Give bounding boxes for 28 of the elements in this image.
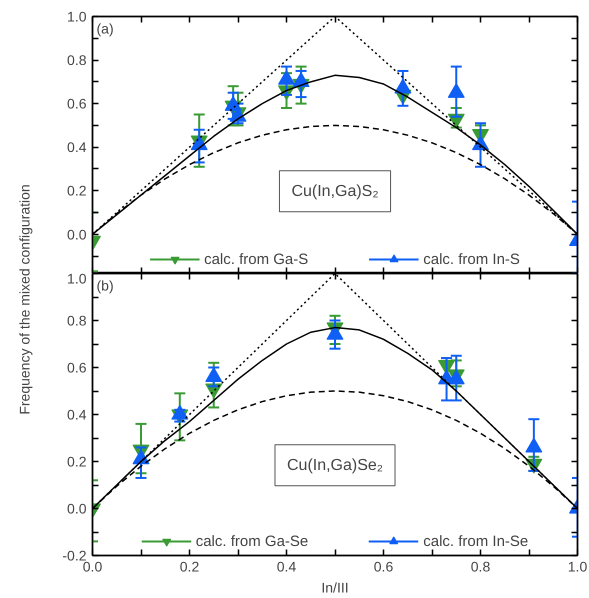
y-tick-label: 0.0 (67, 226, 87, 242)
y-tick-label: 0.0 (67, 500, 87, 516)
x-tick-label: 1.0 (568, 558, 588, 574)
y-tick-label: 0.4 (67, 406, 87, 422)
legend-label: calc. from Ga-S (204, 250, 308, 268)
y-tick-label: 0.2 (67, 182, 87, 199)
y-tick-label: 0.8 (67, 312, 87, 328)
y-axis-title: Frequency of the mixed configuration (16, 184, 32, 415)
annotation: Cu(In,Ga)Se₂ (286, 456, 384, 474)
y-tick-label: 0.4 (67, 139, 87, 156)
y-tick-label: 0.2 (67, 454, 87, 470)
legend-label: calc. from In-S (423, 250, 520, 268)
chart-title: (b) (96, 278, 114, 294)
x-tick-label: 0.0 (82, 558, 102, 574)
y-tick-label: 0.6 (67, 360, 87, 376)
legend-label: calc. from Ga-Se (196, 532, 308, 550)
x-tick-label: 0.6 (374, 558, 394, 574)
chart-title: (a) (96, 20, 114, 36)
y-tick-label: 1.0 (67, 270, 87, 286)
y-tick-label: 0.6 (67, 96, 87, 112)
x-tick-label: 0.8 (470, 558, 490, 574)
x-tick-label: 0.2 (180, 558, 200, 574)
x-tick-label: 0.4 (276, 558, 296, 574)
y-tick-label: 1.0 (67, 8, 87, 24)
annotation: Cu(In,Ga)S₂ (291, 182, 379, 200)
x-axis-title: In/III (321, 580, 349, 596)
legend-label: calc. from In-Se (423, 532, 528, 550)
y-tick-label: 0.8 (67, 52, 87, 68)
